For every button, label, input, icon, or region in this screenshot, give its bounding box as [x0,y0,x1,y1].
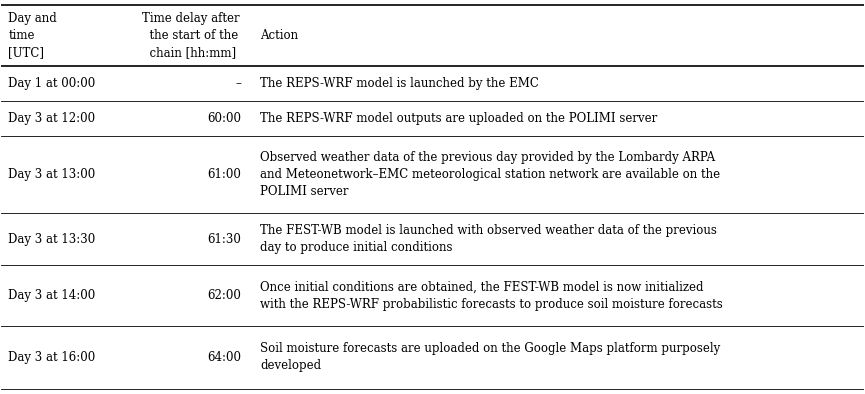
Text: Time delay after
  the start of the
  chain [hh:mm]: Time delay after the start of the chain … [142,12,240,59]
Text: The FEST-WB model is launched with observed weather data of the previous
day to : The FEST-WB model is launched with obser… [260,224,717,254]
Text: 64:00: 64:00 [207,351,241,364]
Text: The REPS-WRF model is launched by the EMC: The REPS-WRF model is launched by the EM… [260,77,539,90]
Text: 62:00: 62:00 [208,289,241,302]
Text: The REPS-WRF model outputs are uploaded on the POLIMI server: The REPS-WRF model outputs are uploaded … [260,112,657,125]
Text: –: – [235,77,241,90]
Text: Day 1 at 00:00: Day 1 at 00:00 [9,77,95,90]
Text: Day 3 at 16:00: Day 3 at 16:00 [9,351,95,364]
Text: Day 3 at 14:00: Day 3 at 14:00 [9,289,95,302]
Text: Day 3 at 13:30: Day 3 at 13:30 [9,232,95,245]
Text: 61:30: 61:30 [208,232,241,245]
Text: 61:00: 61:00 [208,168,241,181]
Text: Day and
time
[UTC]: Day and time [UTC] [9,12,57,59]
Text: Soil moisture forecasts are uploaded on the Google Maps platform purposely
devel: Soil moisture forecasts are uploaded on … [260,342,721,372]
Text: Day 3 at 13:00: Day 3 at 13:00 [9,168,95,181]
Text: 60:00: 60:00 [207,112,241,125]
Text: Day 3 at 12:00: Day 3 at 12:00 [9,112,95,125]
Text: Observed weather data of the previous day provided by the Lombardy ARPA
and Mete: Observed weather data of the previous da… [260,151,721,198]
Text: Action: Action [260,29,298,42]
Text: Once initial conditions are obtained, the FEST-WB model is now initialized
with : Once initial conditions are obtained, th… [260,281,723,311]
